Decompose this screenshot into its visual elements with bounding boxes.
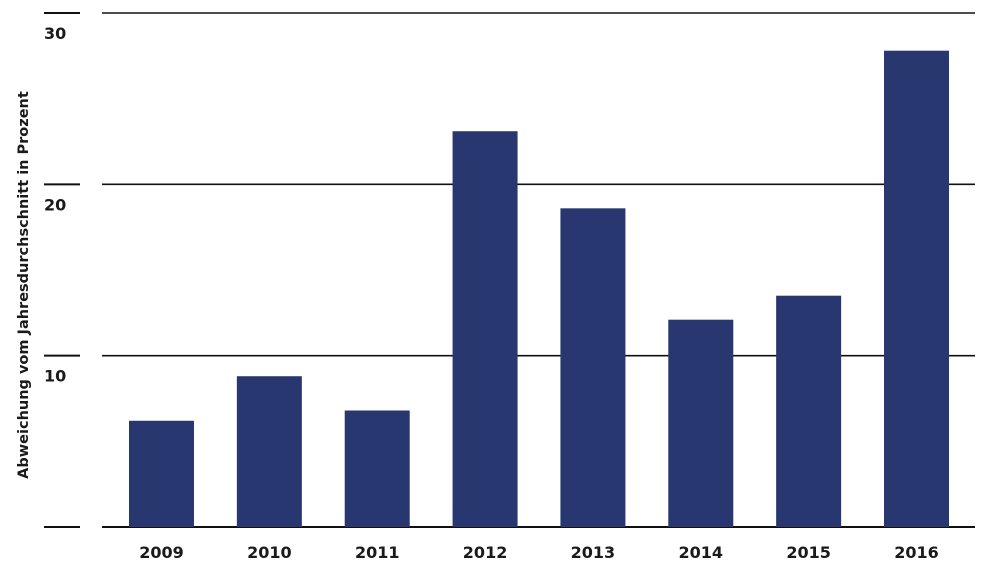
bar-2015: [776, 295, 842, 527]
bars: [129, 50, 949, 528]
x-tick-label: 2014: [679, 543, 724, 562]
bar-2009: [129, 420, 194, 527]
x-tick-label: 2009: [139, 543, 184, 562]
x-tick-label: 2016: [894, 543, 939, 562]
bar-2012: [452, 131, 518, 527]
y-axis-label: Abweichung vom Jahresdurchschnitt in Pro…: [16, 91, 32, 479]
y-tick-marks: [44, 12, 80, 528]
bar-2013: [560, 208, 626, 527]
x-tick-label: 2012: [463, 543, 508, 562]
y-tick-label: 30: [44, 24, 66, 43]
y-tick-label: 20: [44, 195, 66, 214]
x-tick-label: 2010: [247, 543, 292, 562]
y-tick-labels: 10 20 30: [44, 24, 66, 386]
bar-2014: [668, 319, 734, 527]
bar-2016: [884, 50, 949, 528]
y-tick-label: 10: [44, 367, 66, 386]
x-tick-label: 2013: [571, 543, 616, 562]
x-tick-labels: 2009 2010 2011 2012 2013 2014 2015 2016: [139, 543, 939, 562]
bar-2010: [236, 376, 302, 527]
bar-2011: [344, 410, 410, 527]
x-tick-label: 2015: [786, 543, 831, 562]
x-tick-label: 2011: [355, 543, 400, 562]
gridlines: [102, 12, 975, 528]
